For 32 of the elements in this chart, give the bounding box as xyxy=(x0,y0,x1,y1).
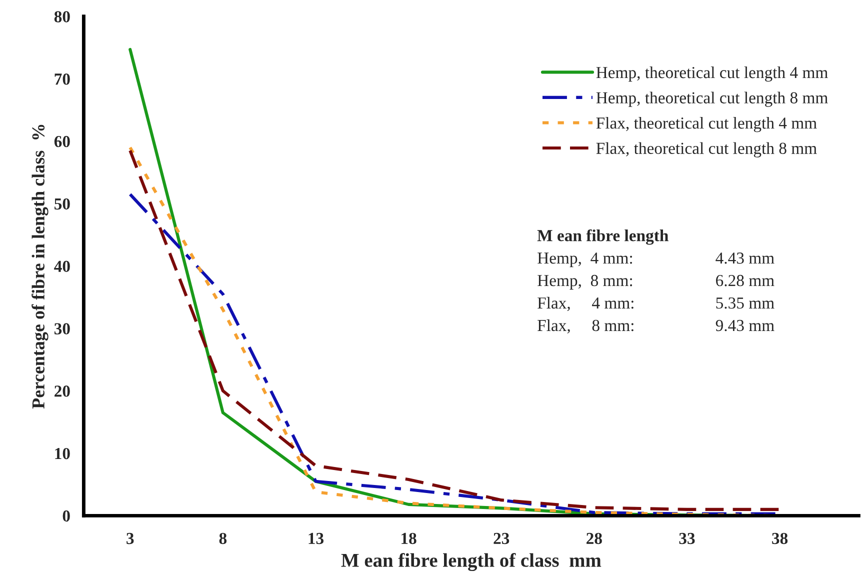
annotation: Hemp, 8 mm: xyxy=(538,274,632,290)
y-tick-label: 0 xyxy=(62,510,70,522)
y-tick-label: 60 xyxy=(54,136,70,148)
x-tick-label: 28 xyxy=(586,532,602,544)
y-tick-label: 40 xyxy=(54,260,70,272)
y-tick-label: 20 xyxy=(54,386,70,397)
legend-label: Hemp, theoretical cut length 8 mm xyxy=(596,92,828,107)
annotation: 6.28 mm xyxy=(716,274,774,286)
annotation: M ean fibre length xyxy=(537,229,668,245)
legend-label: Hemp, theoretical cut length 4 mm xyxy=(596,66,828,82)
x-tick-label: 23 xyxy=(494,532,510,544)
legend-label: Flax, theoretical cut length 8 mm xyxy=(596,142,817,158)
annotation: 5.35 mm xyxy=(716,297,774,309)
x-tick-label: 13 xyxy=(308,532,324,544)
x-tick-label: 18 xyxy=(402,532,416,544)
y-tick-label: 50 xyxy=(54,198,70,210)
y-tick-label: 10 xyxy=(55,448,70,460)
y-tick-label: 80 xyxy=(54,11,70,22)
legend-label: Flax, theoretical cut length 4 mm xyxy=(596,116,817,132)
annotation: 9.43 mm xyxy=(716,320,774,332)
annotation: Hemp, 4 mm: xyxy=(538,252,632,268)
y-tick-label: 70 xyxy=(54,74,70,85)
y-axis-title: Percentage of fibre in length class % xyxy=(32,124,48,409)
x-axis-title: M ean fibre length of class mm xyxy=(341,553,602,571)
x-tick-label: 3 xyxy=(126,532,134,544)
annotation: Flax, 4 mm: xyxy=(538,296,634,312)
x-tick-label: 38 xyxy=(772,532,788,544)
annotation: Flax, 8 mm: xyxy=(538,319,634,334)
y-tick-label: 30 xyxy=(54,323,70,334)
x-tick-label: 8 xyxy=(219,532,227,544)
annotation: 4.43 mm xyxy=(716,252,774,264)
x-tick-label: 33 xyxy=(679,532,695,544)
